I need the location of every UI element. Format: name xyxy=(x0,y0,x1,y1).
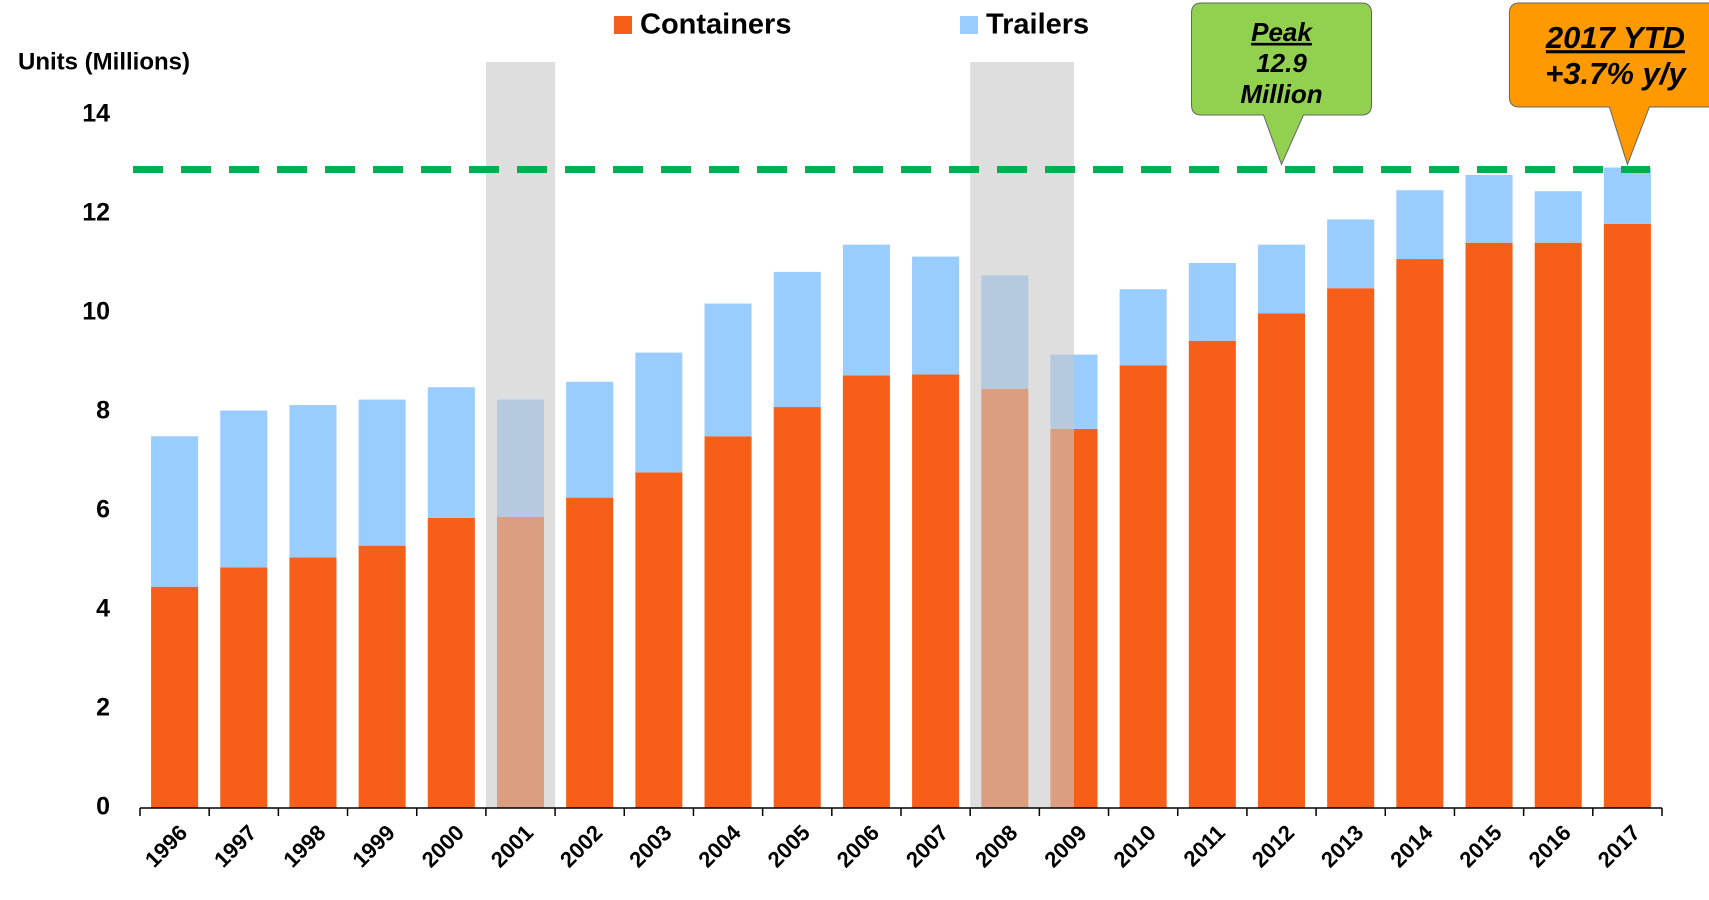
bar-segment xyxy=(427,517,475,808)
annotation-text: Million xyxy=(1240,79,1322,109)
bar-segment xyxy=(1119,289,1167,366)
bar-segment xyxy=(842,244,890,376)
x-tick-label: 2012 xyxy=(1247,820,1299,872)
bar-segment xyxy=(842,375,890,808)
bar-segment xyxy=(704,436,752,808)
bar-segment xyxy=(912,374,960,808)
x-tick-label: 2007 xyxy=(901,820,953,872)
bar-segment xyxy=(1396,259,1444,808)
y-tick-label: 12 xyxy=(82,199,110,227)
bar-segment xyxy=(1465,174,1513,243)
y-tick-label: 14 xyxy=(82,100,110,128)
x-tick-label: 1997 xyxy=(209,820,261,872)
bar-segment xyxy=(1465,242,1513,808)
annotation-text: 2017 YTD xyxy=(1545,20,1685,55)
legend-label: Containers xyxy=(640,9,791,41)
bar-segment xyxy=(635,352,683,473)
bar-segment xyxy=(1327,288,1375,808)
x-tick-label: 2008 xyxy=(970,820,1022,872)
bar-segment xyxy=(1327,219,1375,289)
bar-segment xyxy=(1534,242,1582,808)
bar-segment xyxy=(773,271,821,408)
shaded-period xyxy=(485,62,556,808)
legend-swatch xyxy=(960,16,978,34)
bar-segment xyxy=(427,387,475,518)
x-tick-label: 2004 xyxy=(693,819,746,872)
x-tick-label: 2001 xyxy=(486,820,538,872)
bar-segment xyxy=(1257,313,1306,808)
x-tick-label: 2000 xyxy=(417,820,469,872)
bar-segment xyxy=(151,586,199,808)
bar-segment xyxy=(566,497,614,808)
x-tick-label: 2003 xyxy=(624,820,676,872)
x-tick-label: 2014 xyxy=(1385,819,1438,872)
y-axis-label: Units (Millions) xyxy=(18,48,190,75)
x-tick-label: 1996 xyxy=(140,820,192,872)
legend-label: Trailers xyxy=(986,9,1089,41)
x-tick-label: 2016 xyxy=(1524,820,1576,872)
y-tick-label: 4 xyxy=(96,595,110,623)
bar-segment xyxy=(151,436,199,587)
x-tick-label: 2015 xyxy=(1454,820,1506,872)
bar-segment xyxy=(1396,190,1444,260)
legend-swatch xyxy=(614,16,632,34)
y-tick-label: 10 xyxy=(82,298,110,326)
bar-segment xyxy=(635,472,683,808)
bar-segment xyxy=(358,399,406,546)
callout xyxy=(1191,2,1372,166)
bar-segment xyxy=(704,303,752,437)
bar-segment xyxy=(1119,365,1167,808)
shaded-period xyxy=(970,62,1074,808)
x-tick-label: 2009 xyxy=(1039,820,1091,872)
x-tick-label: 2011 xyxy=(1179,820,1230,871)
bar-segment xyxy=(773,407,821,808)
bar-segment xyxy=(1603,223,1651,808)
bar-segment xyxy=(220,410,268,568)
x-tick-label: 2002 xyxy=(555,820,607,872)
x-tick-label: 2010 xyxy=(1108,820,1160,872)
bar-segment xyxy=(1257,244,1306,314)
x-tick-label: 1999 xyxy=(347,820,399,872)
annotation-text: Peak xyxy=(1251,17,1313,47)
x-tick-label: 2006 xyxy=(832,820,884,872)
callout xyxy=(1508,2,1709,166)
bar-segment xyxy=(358,545,406,808)
bar-segment xyxy=(1534,191,1582,243)
annotation-text: 12.9 xyxy=(1256,48,1307,78)
x-tick-label: 2005 xyxy=(763,820,815,872)
x-tick-label: 2017 xyxy=(1593,820,1645,872)
bar-segment xyxy=(912,256,960,375)
y-tick-label: 8 xyxy=(96,397,110,425)
y-tick-label: 2 xyxy=(96,694,110,722)
bar-segment xyxy=(566,381,614,498)
x-tick-label: 1998 xyxy=(278,820,330,872)
bar-segment xyxy=(220,567,268,808)
annotation-text: +3.7% y/y xyxy=(1545,56,1687,91)
bar-segment xyxy=(1188,263,1236,341)
bar-segment xyxy=(289,405,337,558)
y-tick-label: 6 xyxy=(96,496,110,524)
x-tick-label: 2013 xyxy=(1316,820,1368,872)
bar-segment xyxy=(1603,167,1651,224)
bar-segment xyxy=(289,557,337,808)
bar-segment xyxy=(1188,340,1236,808)
y-tick-label: 0 xyxy=(96,793,110,821)
